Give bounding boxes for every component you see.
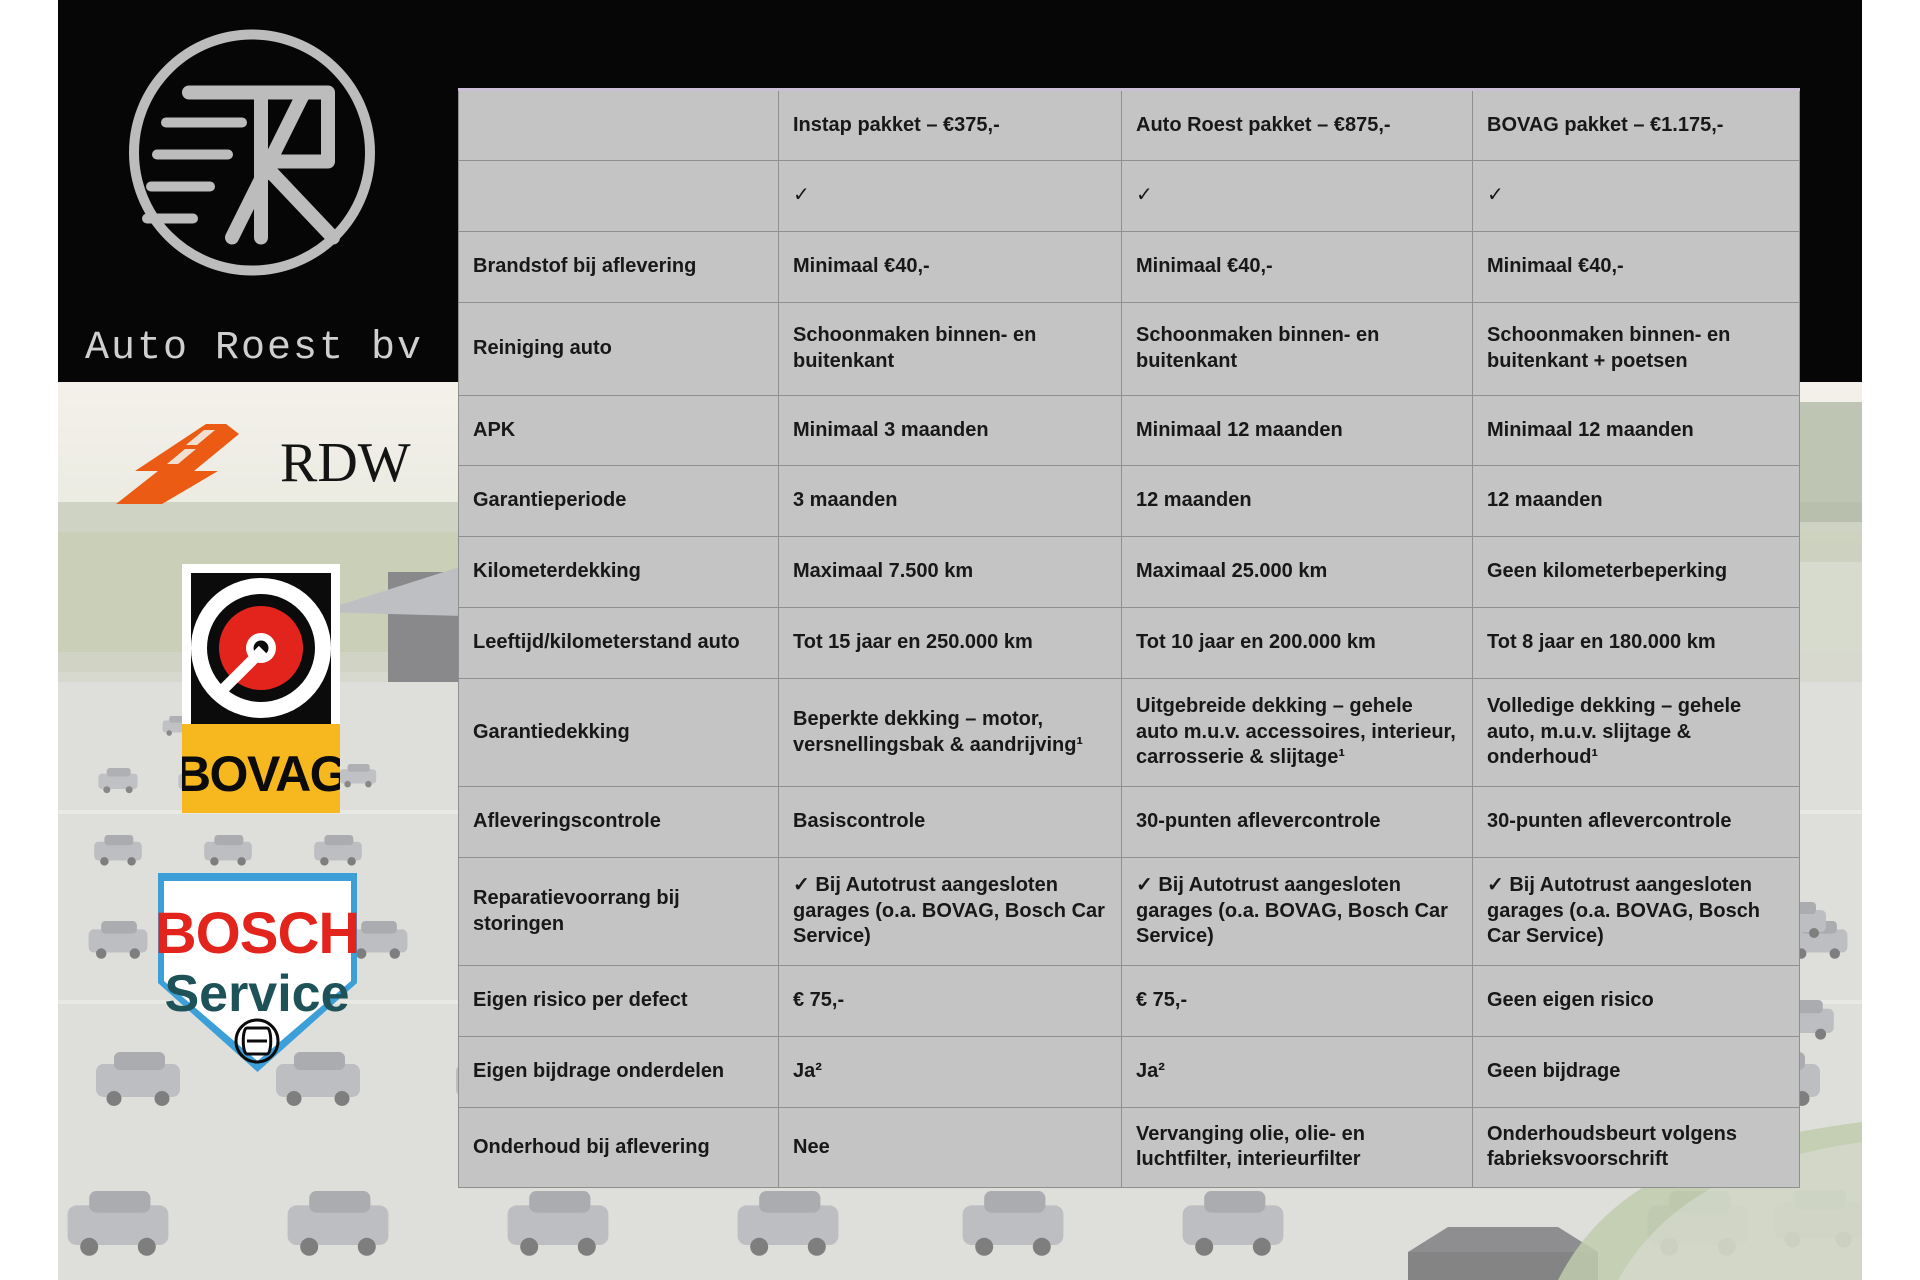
svg-text:BOVAG: BOVAG <box>182 746 340 802</box>
svg-text:Auto Roest bv: Auto Roest bv <box>85 326 423 371</box>
svg-text:BOSCH: BOSCH <box>158 901 357 966</box>
svg-text:Service: Service <box>164 965 349 1023</box>
svg-text:RDW: RDW <box>280 432 411 494</box>
